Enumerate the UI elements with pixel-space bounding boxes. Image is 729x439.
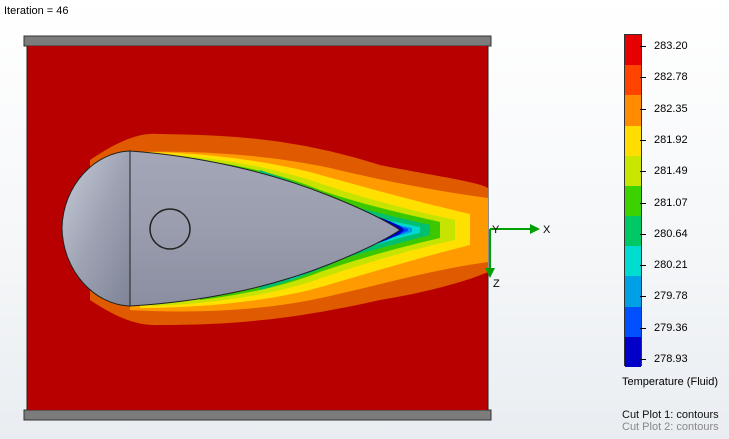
cut-plot-graphic[interactable]: X Y Z <box>0 0 600 439</box>
legend-swatch <box>625 336 641 368</box>
legend-swatch <box>625 216 641 247</box>
legend-title: Temperature (Fluid) <box>622 376 718 388</box>
body-nose <box>61 150 131 307</box>
legend-tick <box>640 359 646 360</box>
legend-swatch <box>625 95 641 127</box>
legend-swatch <box>625 306 641 338</box>
legend-value-label: 279.78 <box>654 290 688 303</box>
body-circle-feature <box>149 208 191 250</box>
legend-tick <box>640 327 646 329</box>
legend-tick <box>640 77 646 79</box>
legend-tick <box>640 108 646 110</box>
graphics-viewport[interactable]: X Y Z <box>0 0 600 439</box>
legend-swatch <box>625 125 641 157</box>
iteration-label: Iteration = 46 <box>4 5 69 17</box>
cut-plot-2-label[interactable]: Cut Plot 2: contours <box>622 421 719 433</box>
cut-plot-1-label[interactable]: Cut Plot 1: contours <box>622 409 719 421</box>
legend-color-bar <box>624 34 642 368</box>
legend-value-label: 281.49 <box>654 165 688 178</box>
coordinate-triad: X Y Z <box>485 224 551 290</box>
legend-tick <box>640 265 646 267</box>
legend-value-label: 278.93 <box>654 353 688 365</box>
legend-tick <box>640 139 646 141</box>
legend-swatch <box>625 185 641 217</box>
legend-value-label: 280.21 <box>654 259 688 272</box>
axis-y-label: Y <box>492 224 500 236</box>
legend-value-label: 282.78 <box>654 71 688 84</box>
legend-swatch <box>625 246 641 277</box>
axis-x-label: X <box>543 224 551 236</box>
legend-value-label: 279.36 <box>654 321 688 334</box>
legend-swatch <box>625 155 641 187</box>
legend-value-label: 280.64 <box>654 227 688 240</box>
legend-swatch <box>625 276 641 308</box>
axis-z-label: Z <box>493 278 500 290</box>
domain-frame-top <box>23 35 492 47</box>
legend-tick <box>640 171 646 173</box>
legend-value-label: 281.92 <box>654 133 688 146</box>
domain-frame-bottom <box>23 409 492 421</box>
legend-value-label: 282.35 <box>654 102 688 115</box>
legend-value-label: 281.07 <box>654 196 688 209</box>
body-tail <box>129 150 401 307</box>
legend-tick <box>640 46 646 47</box>
legend-value-label: 283.20 <box>654 40 688 52</box>
legend-tick <box>640 202 646 204</box>
legend-swatch <box>625 65 641 96</box>
legend-swatch <box>625 35 641 66</box>
legend-tick <box>640 296 646 298</box>
legend-tick <box>640 233 646 235</box>
